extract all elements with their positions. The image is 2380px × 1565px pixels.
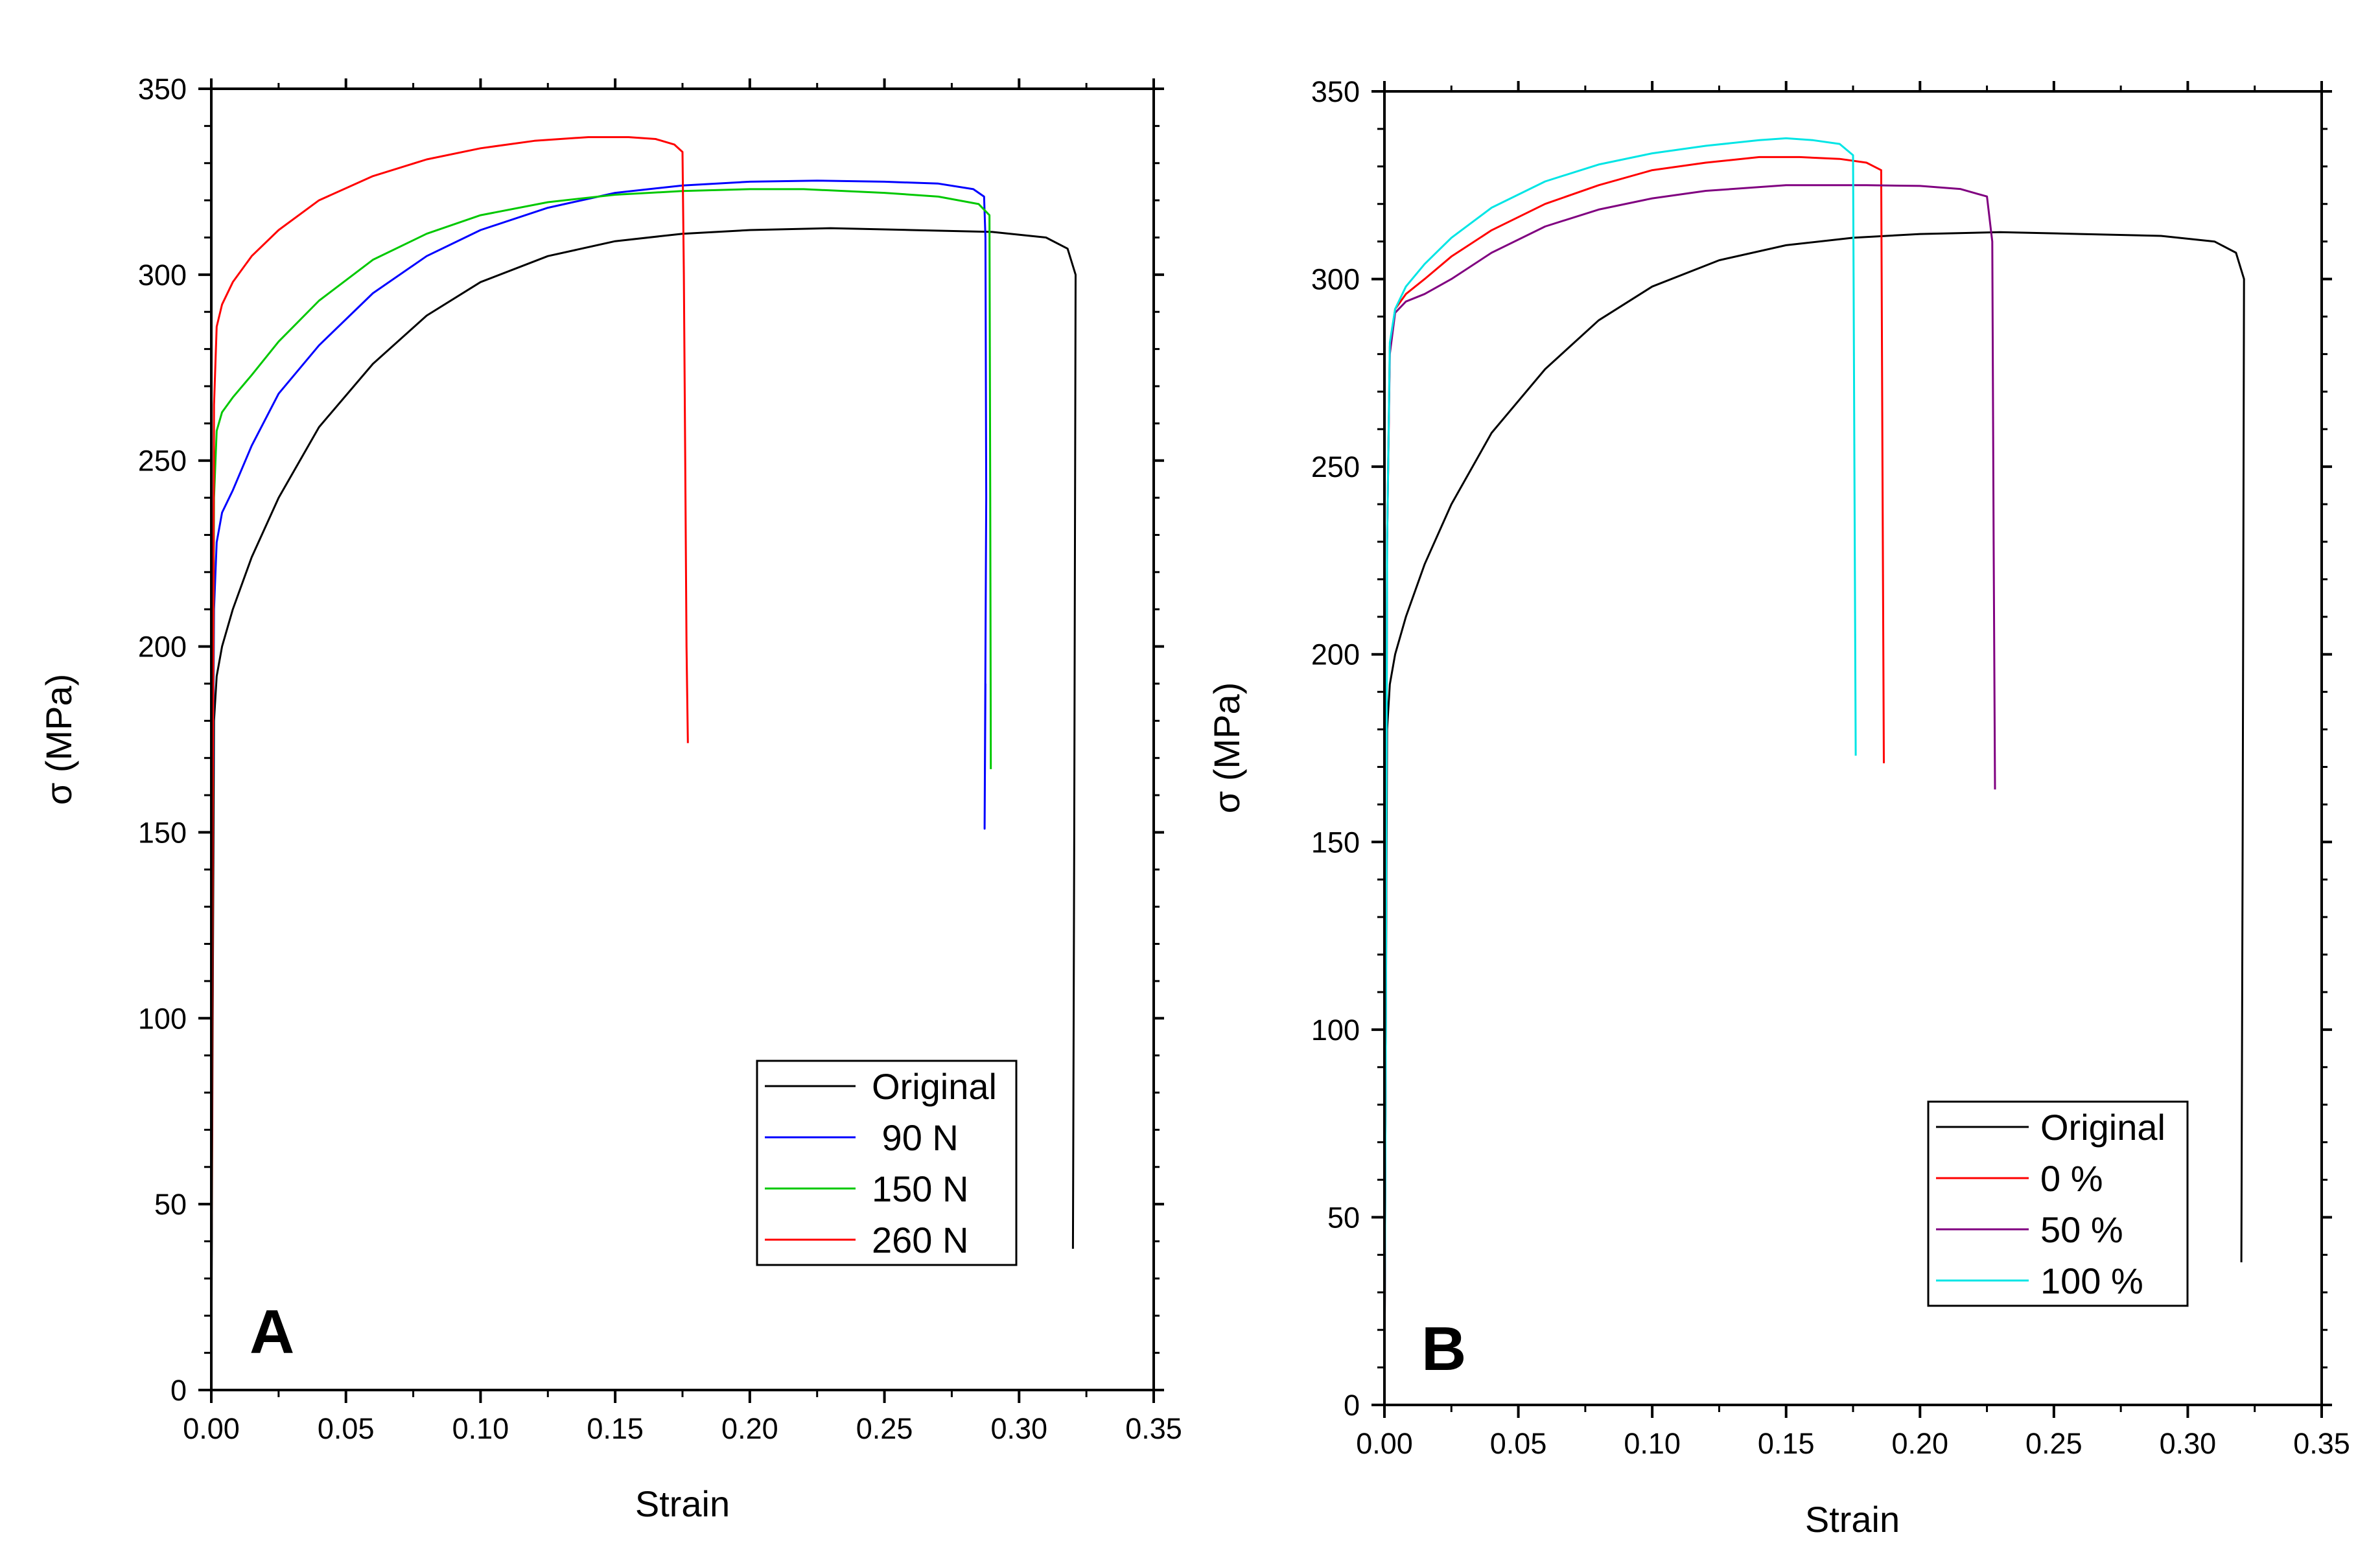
- y-tick-label: 0: [1344, 1389, 1360, 1422]
- legend: Original 0 % 50 % 100 %: [1927, 1100, 2189, 1307]
- y-tick-label: 50: [154, 1188, 187, 1221]
- y-tick-label: 0: [170, 1374, 187, 1407]
- x-tick-label: 0.15: [587, 1412, 644, 1445]
- y-tick-label: 250: [1311, 450, 1360, 483]
- series-line-150-n: [211, 188, 992, 1390]
- legend-label: 90 N: [872, 1117, 959, 1158]
- panel-b: 0.00 0.05 0.10 0.15 0.20 0.25 0.30 0.35 0 50 100 15…: [1206, 75, 2350, 1540]
- x-tick-label: 0.05: [318, 1412, 375, 1445]
- legend-label: 260 N: [872, 1220, 968, 1260]
- x-tick-label: 0.00: [183, 1412, 240, 1445]
- series-line-original: [211, 227, 1077, 1390]
- y-tick-label: 300: [1311, 263, 1360, 296]
- y-tick-label: 150: [138, 816, 187, 849]
- y-axis-title: σ (MPa): [38, 674, 79, 806]
- series-line-original: [1384, 231, 2245, 1405]
- series-group: [211, 136, 1077, 1390]
- x-tick-label: 0.05: [1490, 1427, 1547, 1460]
- series-line-100-: [1384, 137, 1857, 1405]
- x-tick-label: 0.30: [990, 1412, 1047, 1445]
- legend-label: 150 N: [872, 1168, 968, 1209]
- legend-label: Original: [872, 1066, 997, 1107]
- legend-label: 0 %: [2040, 1158, 2103, 1199]
- x-tick-label: 0.20: [721, 1412, 778, 1445]
- y-tick-label: 100: [1311, 1014, 1360, 1047]
- x-axis-title: Strain: [1805, 1499, 1900, 1540]
- x-tick-label: 0.00: [1356, 1427, 1413, 1460]
- y-tick-label: 50: [1327, 1201, 1360, 1234]
- legend-label: 50 %: [2040, 1209, 2123, 1250]
- y-tick-label: 150: [1311, 826, 1360, 859]
- y-tick-label: 350: [138, 73, 187, 106]
- y-tick-label: 100: [138, 1002, 187, 1035]
- x-tick-label: 0.25: [856, 1412, 913, 1445]
- y-tick-label: 300: [138, 259, 187, 292]
- x-tick-label: 0.15: [1758, 1427, 1815, 1460]
- x-tick-label: 0.10: [1624, 1427, 1681, 1460]
- y-tick-label: 200: [1311, 638, 1360, 671]
- panel-label: B: [1421, 1314, 1466, 1384]
- legend: Original 90 N 150 N 260 N: [756, 1060, 1018, 1266]
- x-tick-label: 0.35: [2293, 1427, 2350, 1460]
- x-axis-title: Strain: [635, 1483, 730, 1524]
- x-tick-label: 0.25: [2025, 1427, 2082, 1460]
- series-line-90-n: [211, 180, 988, 1390]
- series-line-50-: [1384, 184, 1996, 1405]
- legend-label: Original: [2040, 1107, 2165, 1148]
- x-tick-label: 0.20: [1891, 1427, 1948, 1460]
- y-tick-label: 250: [138, 445, 187, 478]
- panel-label: A: [250, 1297, 294, 1367]
- y-axis-title: σ (MPa): [1206, 682, 1247, 814]
- x-tick-label: 0.30: [2160, 1427, 2217, 1460]
- panel-a: 0.00 0.05 0.10 0.15 0.20 0.25 0.30 0.35 0 50 100 15…: [38, 73, 1182, 1524]
- y-tick-label: 350: [1311, 75, 1360, 108]
- legend-box: [756, 1060, 1018, 1266]
- legend-box: [1927, 1100, 2189, 1307]
- x-tick-label: 0.35: [1125, 1412, 1182, 1445]
- y-tick-label: 200: [138, 631, 187, 664]
- series-group: [1384, 137, 2245, 1405]
- legend-label: 100 %: [2040, 1260, 2143, 1301]
- x-tick-label: 0.10: [452, 1412, 509, 1445]
- series-line-260-n: [211, 136, 689, 1390]
